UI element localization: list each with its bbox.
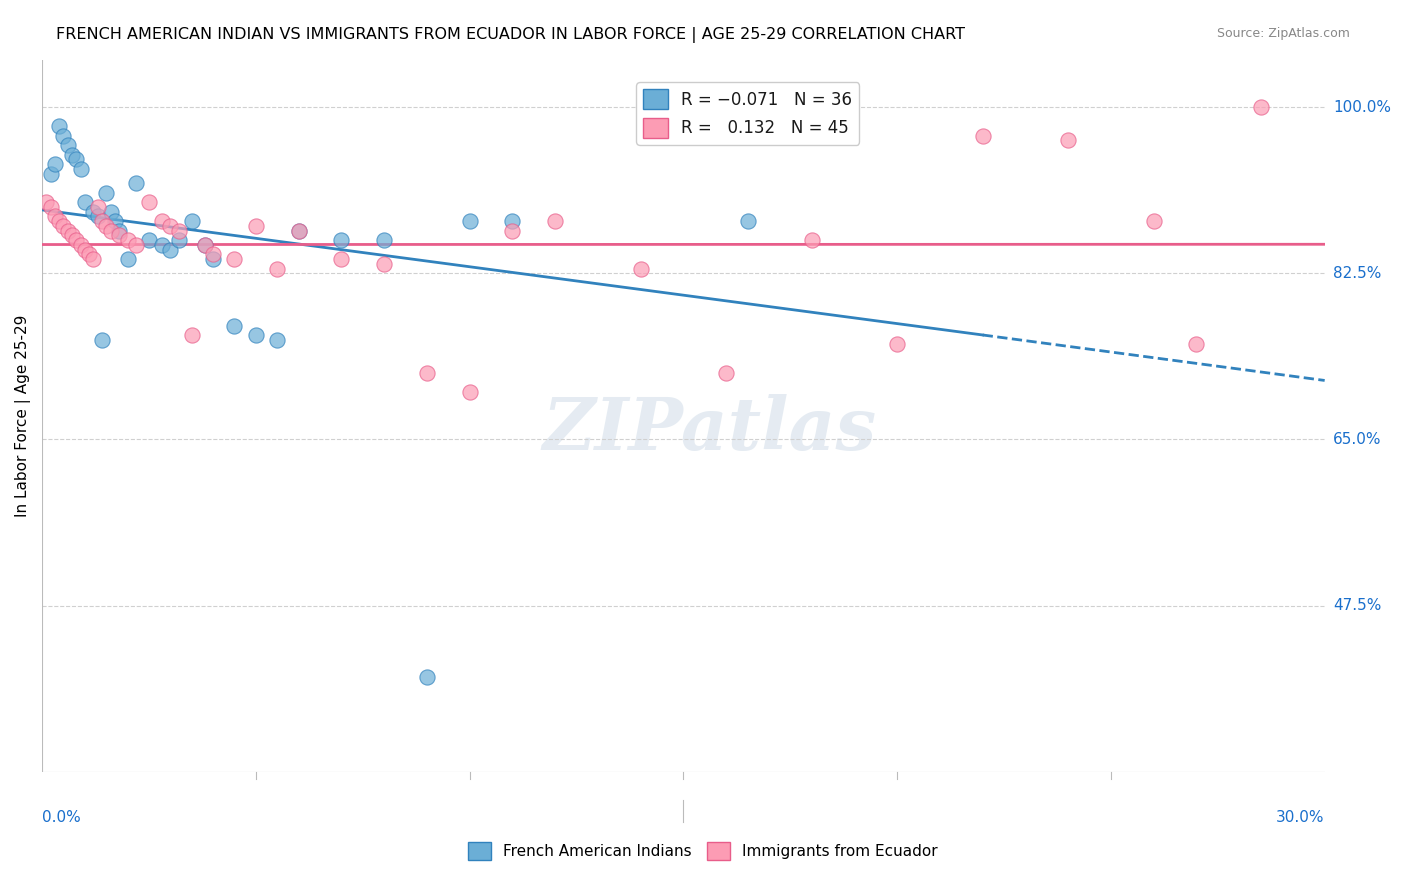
Point bbox=[56, 138, 79, 153]
Point bbox=[167, 223, 190, 237]
Point bbox=[73, 195, 96, 210]
Point bbox=[65, 153, 87, 167]
Point bbox=[117, 233, 139, 247]
Point bbox=[972, 128, 994, 143]
Point bbox=[193, 237, 215, 252]
Point bbox=[82, 252, 104, 266]
Point bbox=[96, 219, 118, 233]
Point bbox=[96, 186, 118, 200]
Text: 82.5%: 82.5% bbox=[1333, 266, 1381, 281]
Point bbox=[52, 219, 75, 233]
Point bbox=[180, 214, 202, 228]
Point bbox=[69, 237, 91, 252]
Point bbox=[100, 223, 122, 237]
Text: 47.5%: 47.5% bbox=[1333, 599, 1381, 613]
Point bbox=[630, 261, 652, 276]
Point bbox=[330, 233, 353, 247]
Point bbox=[373, 233, 395, 247]
Text: FRENCH AMERICAN INDIAN VS IMMIGRANTS FROM ECUADOR IN LABOR FORCE | AGE 25-29 COR: FRENCH AMERICAN INDIAN VS IMMIGRANTS FRO… bbox=[56, 27, 966, 43]
Point bbox=[330, 252, 353, 266]
Point bbox=[287, 223, 309, 237]
Point bbox=[193, 237, 215, 252]
Point bbox=[117, 252, 139, 266]
Legend: R = −0.071   N = 36, R =   0.132   N = 45: R = −0.071 N = 36, R = 0.132 N = 45 bbox=[636, 82, 859, 145]
Text: 65.0%: 65.0% bbox=[1333, 432, 1382, 447]
Point bbox=[44, 209, 66, 223]
Point bbox=[886, 337, 908, 351]
Point bbox=[108, 223, 131, 237]
Point bbox=[73, 243, 96, 257]
Point bbox=[138, 195, 160, 210]
Point bbox=[245, 219, 267, 233]
Point bbox=[416, 366, 439, 380]
Point bbox=[77, 247, 100, 261]
Y-axis label: In Labor Force | Age 25-29: In Labor Force | Age 25-29 bbox=[15, 315, 31, 516]
Point bbox=[100, 204, 122, 219]
Point bbox=[800, 233, 823, 247]
Text: 30.0%: 30.0% bbox=[1277, 810, 1324, 825]
Point bbox=[651, 100, 673, 114]
Point bbox=[91, 333, 114, 347]
Point bbox=[1250, 100, 1272, 114]
Point bbox=[104, 214, 127, 228]
Point bbox=[714, 366, 737, 380]
Point bbox=[35, 195, 58, 210]
Point bbox=[86, 200, 108, 214]
Point bbox=[1057, 133, 1080, 147]
Point bbox=[48, 119, 70, 133]
Text: 100.0%: 100.0% bbox=[1333, 100, 1391, 114]
Point bbox=[150, 214, 173, 228]
Point bbox=[373, 257, 395, 271]
Point bbox=[224, 318, 246, 333]
Point bbox=[416, 670, 439, 684]
Point bbox=[266, 261, 288, 276]
Point bbox=[86, 209, 108, 223]
Point bbox=[39, 200, 62, 214]
Point bbox=[245, 328, 267, 343]
Point bbox=[159, 243, 181, 257]
Point bbox=[150, 237, 173, 252]
Point bbox=[501, 214, 523, 228]
Text: Source: ZipAtlas.com: Source: ZipAtlas.com bbox=[1216, 27, 1350, 40]
Point bbox=[91, 214, 114, 228]
Point bbox=[69, 161, 91, 176]
Point bbox=[125, 237, 148, 252]
Point bbox=[180, 328, 202, 343]
Point bbox=[1185, 337, 1208, 351]
Point bbox=[287, 223, 309, 237]
Text: ZIPatlas: ZIPatlas bbox=[541, 394, 876, 466]
Point bbox=[224, 252, 246, 266]
Point bbox=[56, 223, 79, 237]
Point bbox=[65, 233, 87, 247]
Point bbox=[60, 228, 83, 243]
Text: 0.0%: 0.0% bbox=[42, 810, 82, 825]
Point bbox=[202, 247, 225, 261]
Point bbox=[737, 214, 759, 228]
Point bbox=[138, 233, 160, 247]
Point bbox=[60, 147, 83, 161]
Point bbox=[52, 128, 75, 143]
Point bbox=[108, 228, 131, 243]
Point bbox=[48, 214, 70, 228]
Point bbox=[167, 233, 190, 247]
Point bbox=[266, 333, 288, 347]
Point bbox=[202, 252, 225, 266]
Point bbox=[39, 167, 62, 181]
Point bbox=[82, 204, 104, 219]
Point bbox=[44, 157, 66, 171]
Point bbox=[458, 214, 481, 228]
Point bbox=[1143, 214, 1166, 228]
Point bbox=[458, 384, 481, 399]
Point bbox=[544, 214, 567, 228]
Point bbox=[159, 219, 181, 233]
Point bbox=[125, 176, 148, 190]
Legend: French American Indians, Immigrants from Ecuador: French American Indians, Immigrants from… bbox=[463, 836, 943, 866]
Point bbox=[501, 223, 523, 237]
